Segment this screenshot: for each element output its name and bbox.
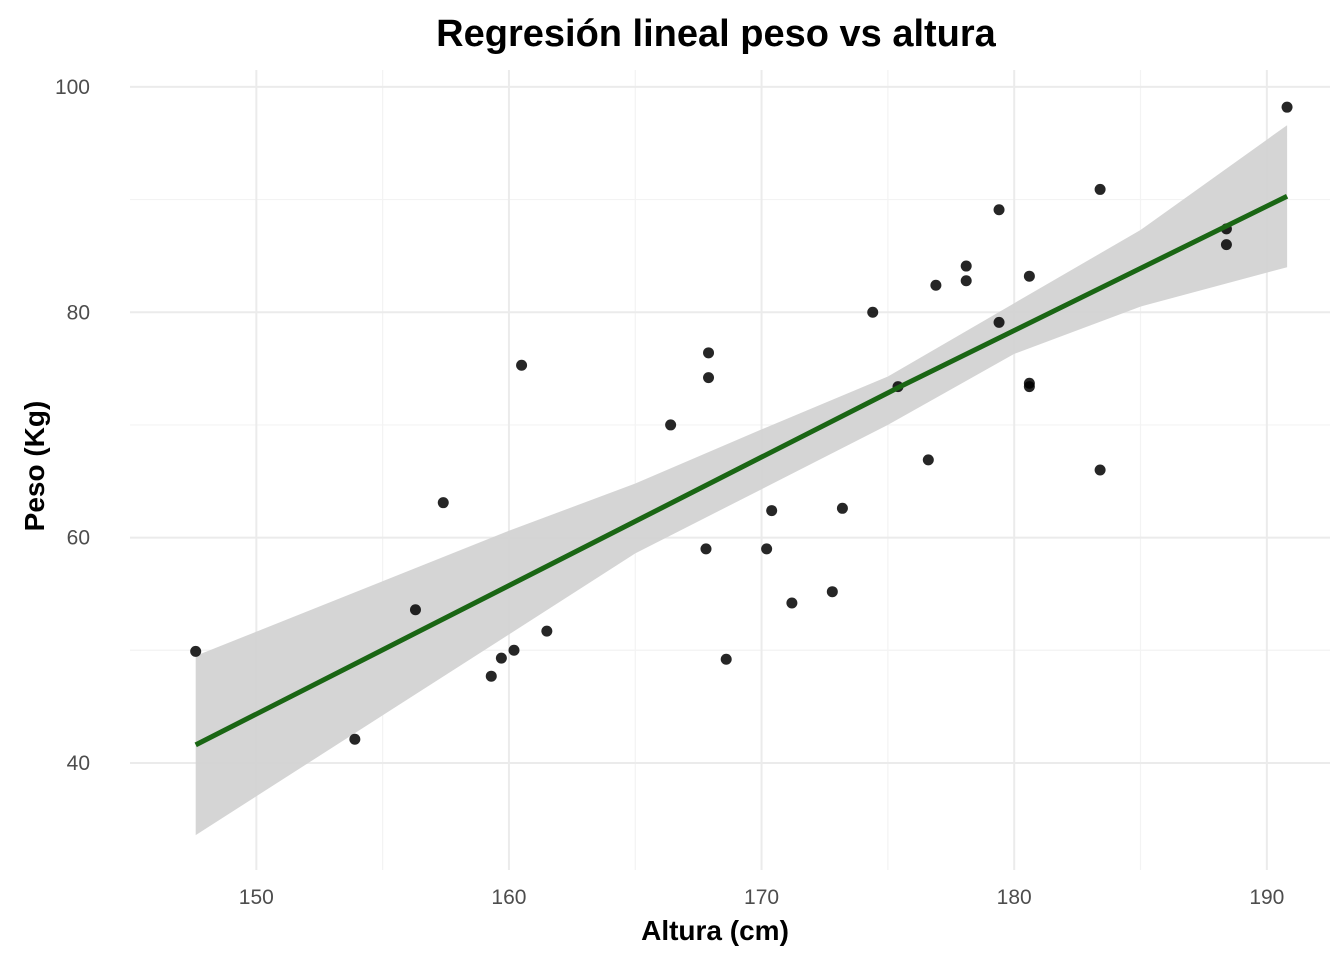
data-points bbox=[190, 101, 1293, 745]
x-axis-ticks: 150 160 170 180 190 bbox=[239, 886, 1285, 909]
data-point bbox=[960, 275, 972, 287]
data-point bbox=[703, 372, 715, 384]
x-axis-title: Altura (cm) bbox=[641, 915, 789, 946]
y-axis-title: Peso (Kg) bbox=[19, 401, 50, 532]
data-point bbox=[993, 316, 1005, 328]
x-tick-label: 180 bbox=[997, 886, 1032, 909]
chart-title: Regresión lineal peso vs altura bbox=[436, 13, 997, 55]
confidence-band bbox=[195, 125, 1288, 836]
y-tick-label: 100 bbox=[55, 76, 90, 99]
data-point bbox=[508, 644, 520, 656]
y-axis-ticks: 40 60 80 100 bbox=[55, 76, 90, 775]
data-point bbox=[1094, 183, 1106, 195]
x-tick-label: 190 bbox=[1249, 886, 1284, 909]
data-point bbox=[703, 347, 715, 359]
x-tick-label: 170 bbox=[744, 886, 779, 909]
x-tick-label: 150 bbox=[239, 886, 274, 909]
y-tick-label: 80 bbox=[67, 301, 90, 324]
data-point bbox=[409, 604, 421, 616]
data-point bbox=[1094, 464, 1106, 476]
data-point bbox=[541, 625, 553, 637]
data-point bbox=[1281, 101, 1293, 113]
confidence-band-area bbox=[195, 125, 1288, 836]
data-point bbox=[495, 652, 507, 664]
regression-line-group bbox=[194, 193, 1289, 748]
data-point bbox=[1023, 270, 1035, 282]
data-point bbox=[190, 645, 202, 657]
data-point bbox=[437, 497, 449, 509]
data-point bbox=[1023, 377, 1035, 389]
data-point bbox=[766, 505, 778, 517]
x-tick-label: 160 bbox=[491, 886, 526, 909]
data-point bbox=[930, 279, 942, 291]
data-point bbox=[960, 260, 972, 272]
data-point bbox=[993, 204, 1005, 216]
data-point bbox=[485, 670, 497, 682]
regression-line bbox=[194, 193, 1289, 748]
data-point bbox=[720, 653, 732, 665]
y-tick-label: 60 bbox=[67, 527, 90, 550]
data-point bbox=[922, 454, 934, 466]
data-point bbox=[516, 359, 528, 371]
data-point bbox=[349, 733, 361, 745]
data-point bbox=[1220, 239, 1232, 251]
data-point bbox=[786, 597, 798, 609]
data-point bbox=[761, 543, 773, 555]
data-point bbox=[700, 543, 712, 555]
data-point bbox=[867, 306, 879, 318]
data-point bbox=[826, 586, 838, 598]
data-point bbox=[665, 419, 677, 431]
data-point bbox=[836, 502, 848, 514]
y-tick-label: 40 bbox=[67, 752, 90, 775]
